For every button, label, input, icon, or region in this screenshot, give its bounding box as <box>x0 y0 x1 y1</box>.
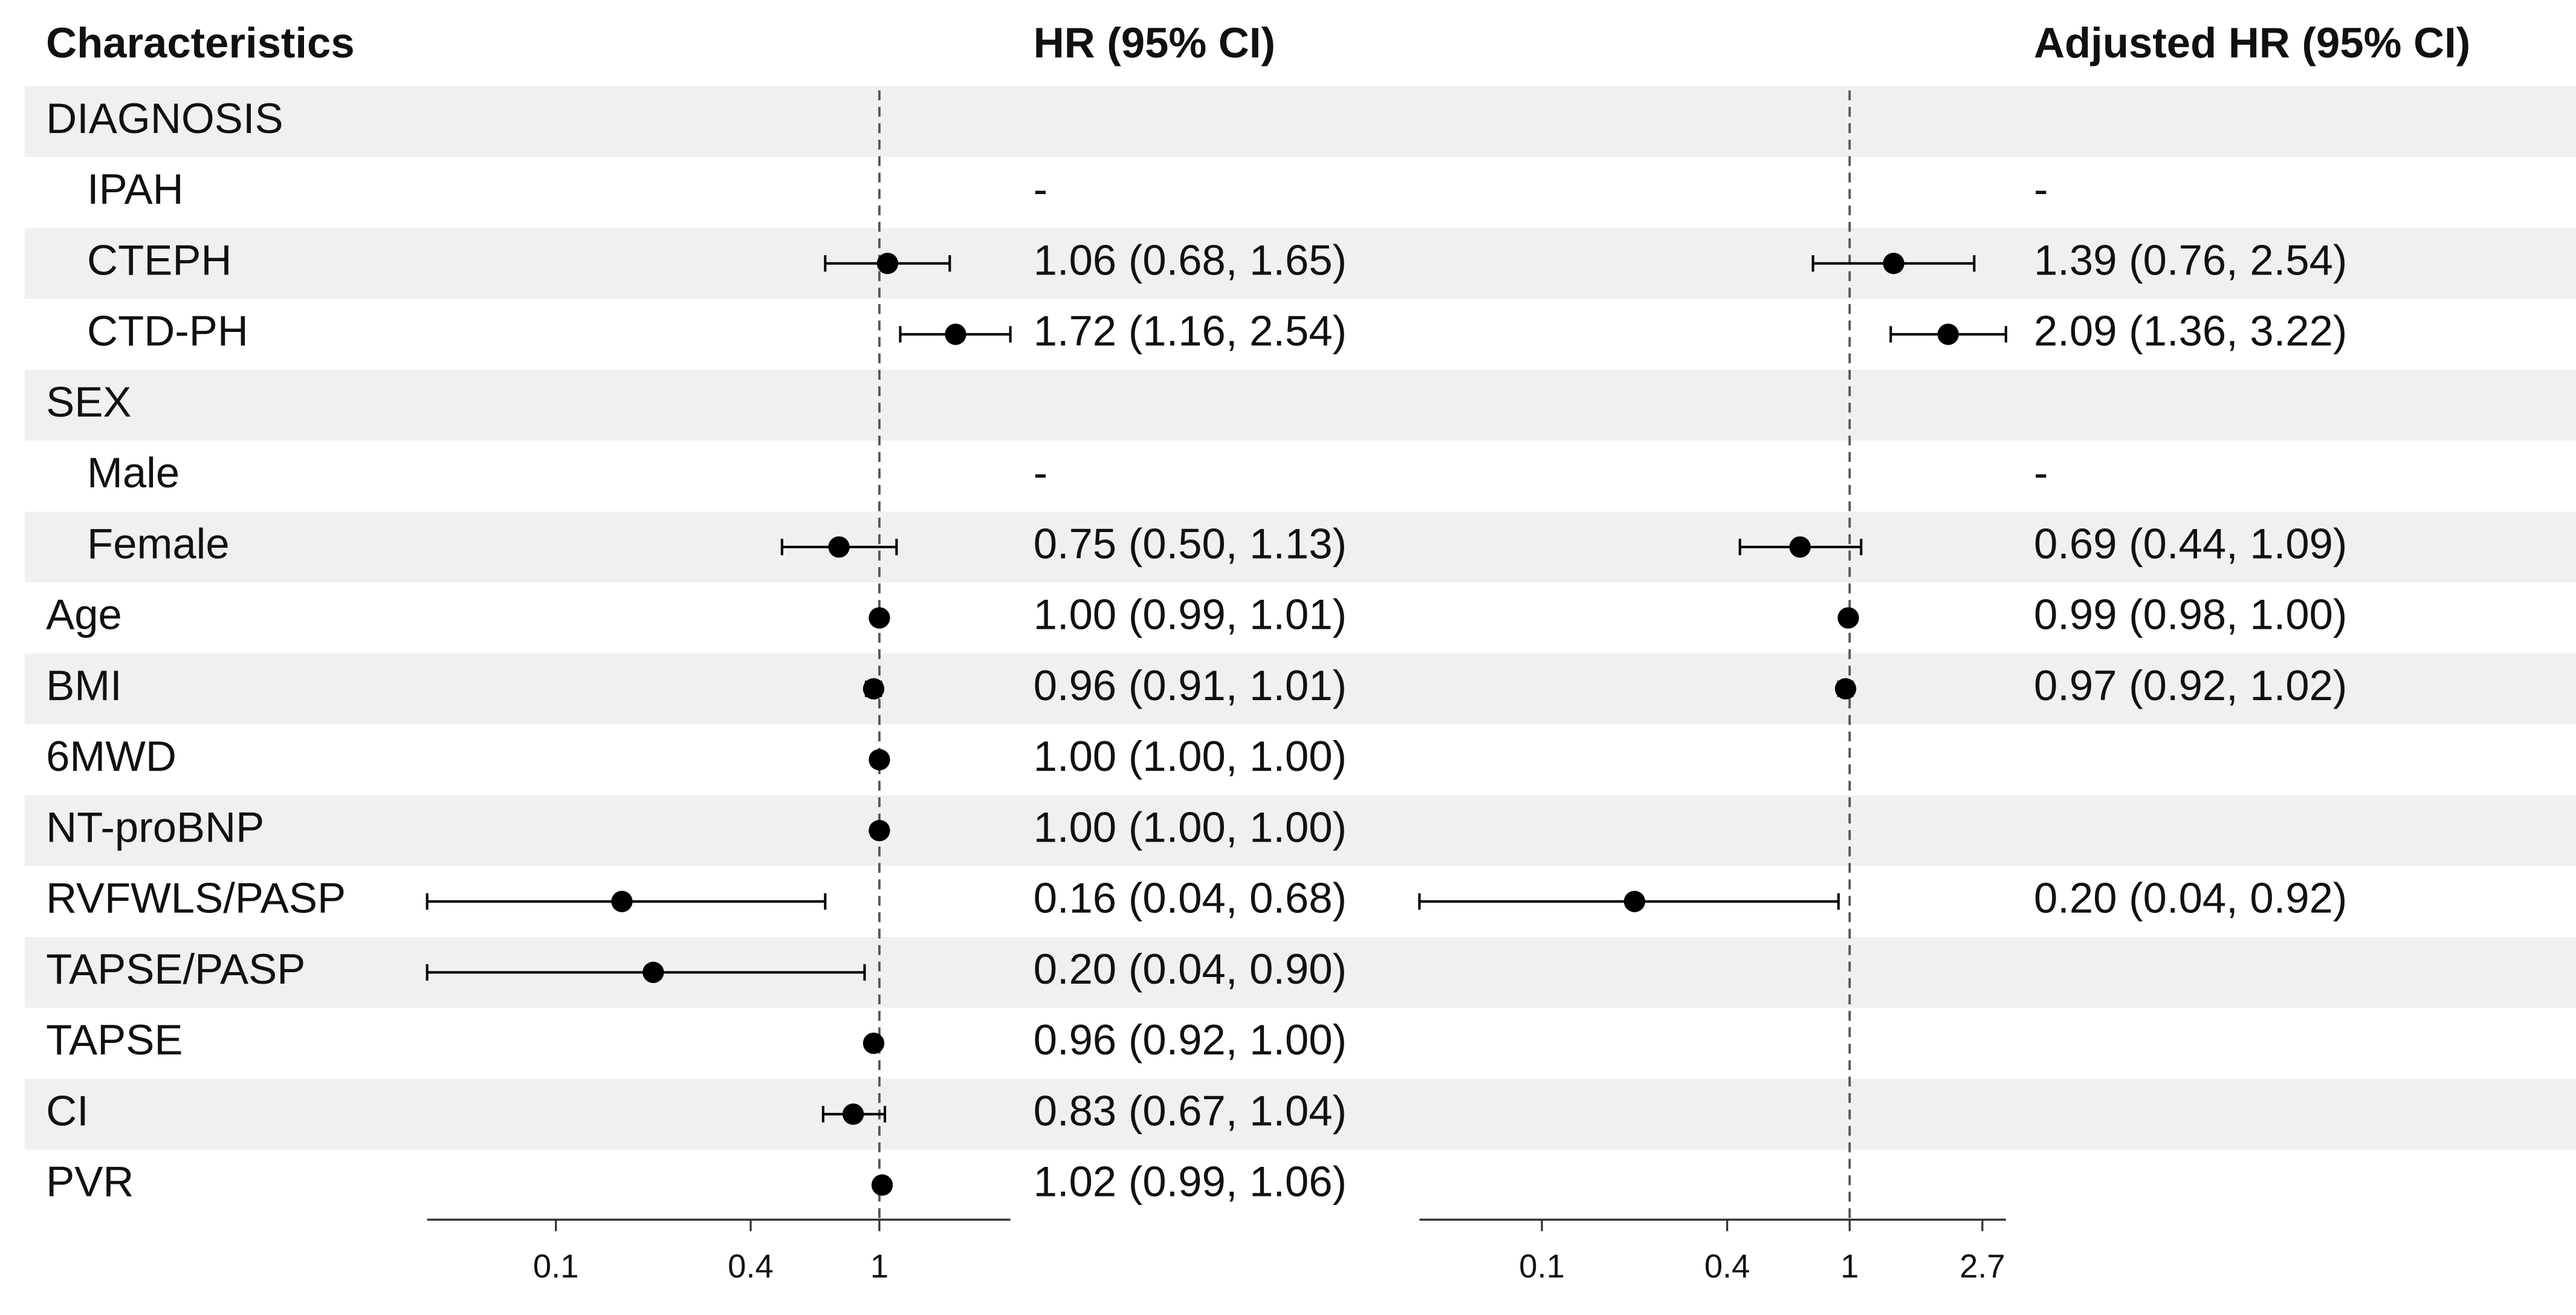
row-label: Male <box>87 449 180 496</box>
row-label: DIAGNOSIS <box>46 94 283 142</box>
x-tick-label: 0.1 <box>1519 1248 1565 1285</box>
value-label: 0.20 (0.04, 0.92) <box>2034 874 2347 922</box>
value-label: 0.20 (0.04, 0.90) <box>1034 945 1347 993</box>
point <box>862 678 885 700</box>
column-header: Characteristics <box>46 19 355 67</box>
row-label: PVR <box>46 1158 134 1206</box>
value-label: 1.00 (0.99, 1.01) <box>1034 591 1347 638</box>
point <box>876 253 899 274</box>
point <box>869 820 890 842</box>
value-label: - <box>2034 449 2048 496</box>
row-label: RVFWLS/PASP <box>46 874 346 922</box>
value-label: 1.72 (1.16, 2.54) <box>1034 307 1347 355</box>
value-label: 0.97 (0.92, 1.02) <box>2034 661 2347 709</box>
row-label: IPAH <box>87 165 184 213</box>
x-tick-label: 2.7 <box>1960 1248 2005 1285</box>
row-label: 6MWD <box>46 732 176 780</box>
row-label: TAPSE/PASP <box>46 945 305 993</box>
panel-title: Adjusted HR (95% CI) <box>2034 19 2470 67</box>
point <box>1789 536 1811 558</box>
x-tick-label: 0.4 <box>1704 1248 1750 1285</box>
value-label: 1.02 (0.99, 1.06) <box>1034 1158 1347 1206</box>
panel-title: HR (95% CI) <box>1034 19 1275 67</box>
value-label: 2.09 (1.36, 3.22) <box>2034 307 2347 355</box>
row-label: TAPSE <box>46 1016 183 1063</box>
row-label: CI <box>46 1086 89 1134</box>
point <box>642 961 664 983</box>
x-tick-label: 0.4 <box>728 1248 774 1285</box>
point <box>862 1032 885 1054</box>
value-label: 0.83 (0.67, 1.04) <box>1034 1086 1347 1134</box>
row-stripe <box>24 228 2576 299</box>
value-label: 0.75 (0.50, 1.13) <box>1034 519 1347 567</box>
value-label: 1.06 (0.68, 1.65) <box>1034 236 1347 284</box>
row-stripe <box>24 795 2576 866</box>
row-label: CTEPH <box>87 236 231 284</box>
row-stripe <box>24 511 2576 583</box>
value-label: 1.00 (1.00, 1.00) <box>1034 732 1347 780</box>
value-label: 0.96 (0.91, 1.01) <box>1034 661 1347 709</box>
point <box>1623 891 1646 912</box>
row-label: Female <box>87 519 230 567</box>
value-label: 0.99 (0.98, 1.00) <box>2034 591 2347 638</box>
point <box>611 891 633 912</box>
value-label: - <box>2034 165 2048 213</box>
point <box>945 323 966 345</box>
value-label: - <box>1034 165 1048 213</box>
row-stripe <box>24 369 2576 441</box>
value-label: 1.00 (1.00, 1.00) <box>1034 803 1347 851</box>
point <box>869 607 890 629</box>
point <box>828 536 850 558</box>
point <box>1937 323 1959 345</box>
row-stripe <box>24 1079 2576 1150</box>
row-stripe <box>24 86 2576 157</box>
row-label: NT-proBNP <box>46 803 264 851</box>
row-label: Age <box>46 591 122 638</box>
row-label: SEX <box>46 378 131 426</box>
value-label: 0.69 (0.44, 1.09) <box>2034 519 2347 567</box>
point <box>1837 607 1859 629</box>
value-label: 0.96 (0.92, 1.00) <box>1034 1016 1347 1063</box>
x-tick-label: 1 <box>1840 1248 1859 1285</box>
row-label: CTD-PH <box>87 307 248 355</box>
value-label: 1.39 (0.76, 2.54) <box>2034 236 2347 284</box>
point <box>869 748 890 771</box>
x-tick-label: 1 <box>870 1248 888 1285</box>
row-label: BMI <box>46 661 122 709</box>
point <box>871 1174 893 1196</box>
point <box>842 1103 864 1125</box>
point <box>1883 253 1904 274</box>
point <box>1834 678 1857 700</box>
row-stripe <box>24 653 2576 724</box>
x-tick-label: 0.1 <box>533 1248 579 1285</box>
value-label: - <box>1034 449 1048 496</box>
value-label: 0.16 (0.04, 0.68) <box>1034 874 1347 922</box>
